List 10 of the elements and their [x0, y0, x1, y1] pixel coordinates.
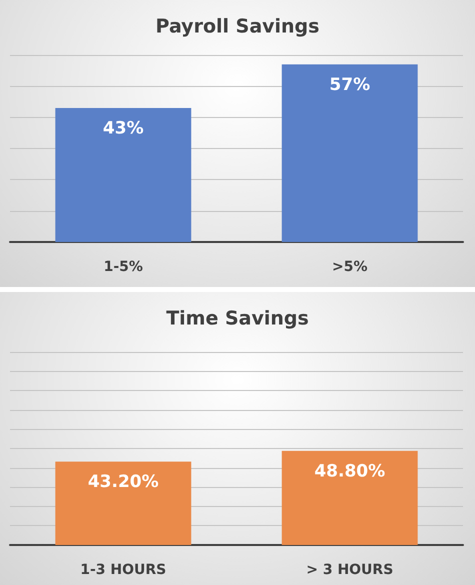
x-tick-label: 1-3 HOURS — [80, 562, 166, 578]
x-tick-label: >5% — [332, 259, 368, 275]
data-label: 43% — [102, 118, 144, 138]
x-tick-label: 1-5% — [104, 259, 143, 275]
chart-title: Time Savings — [166, 308, 309, 330]
data-label: 43.20% — [88, 472, 159, 492]
data-label: 57% — [329, 74, 370, 95]
data-label: 48.80% — [314, 461, 386, 482]
chart-title: Payroll Savings — [156, 16, 320, 38]
x-tick-label: > 3 HOURS — [306, 562, 394, 578]
